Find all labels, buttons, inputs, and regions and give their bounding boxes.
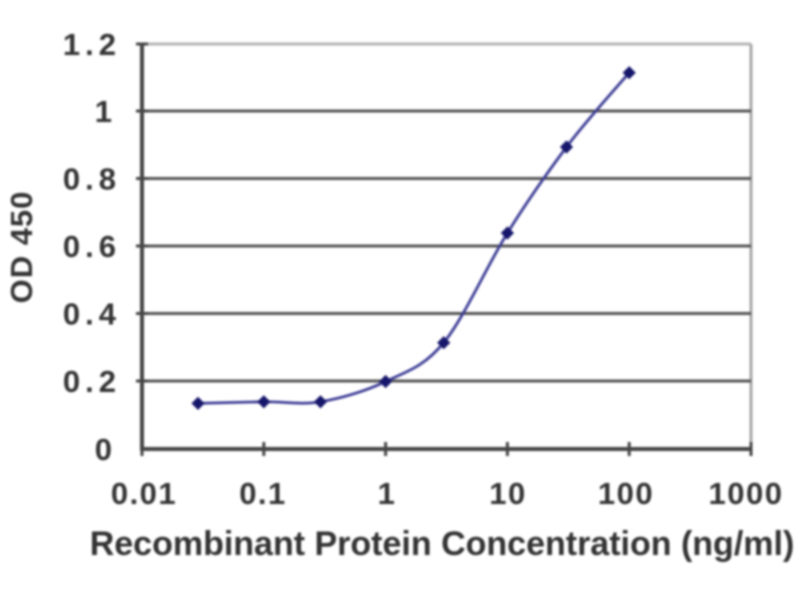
svg-text:0.4: 0.4 — [63, 297, 121, 332]
svg-text:1.2: 1.2 — [63, 27, 121, 62]
svg-text:OD 450: OD 450 — [4, 191, 39, 304]
svg-text:1: 1 — [95, 94, 117, 129]
svg-text:0.2: 0.2 — [63, 364, 121, 399]
svg-text:1: 1 — [378, 476, 397, 511]
svg-text:0.1: 0.1 — [239, 476, 287, 511]
svg-text:10: 10 — [489, 476, 526, 511]
svg-text:100: 100 — [598, 476, 654, 511]
svg-text:0.6: 0.6 — [63, 229, 121, 264]
svg-text:0.8: 0.8 — [63, 162, 121, 197]
svg-text:1000: 1000 — [709, 476, 784, 511]
svg-text:0: 0 — [95, 432, 117, 467]
svg-text:Recombinant Protein Concentrat: Recombinant Protein Concentration (ng/ml… — [90, 525, 795, 563]
svg-text:0.01: 0.01 — [111, 476, 177, 511]
